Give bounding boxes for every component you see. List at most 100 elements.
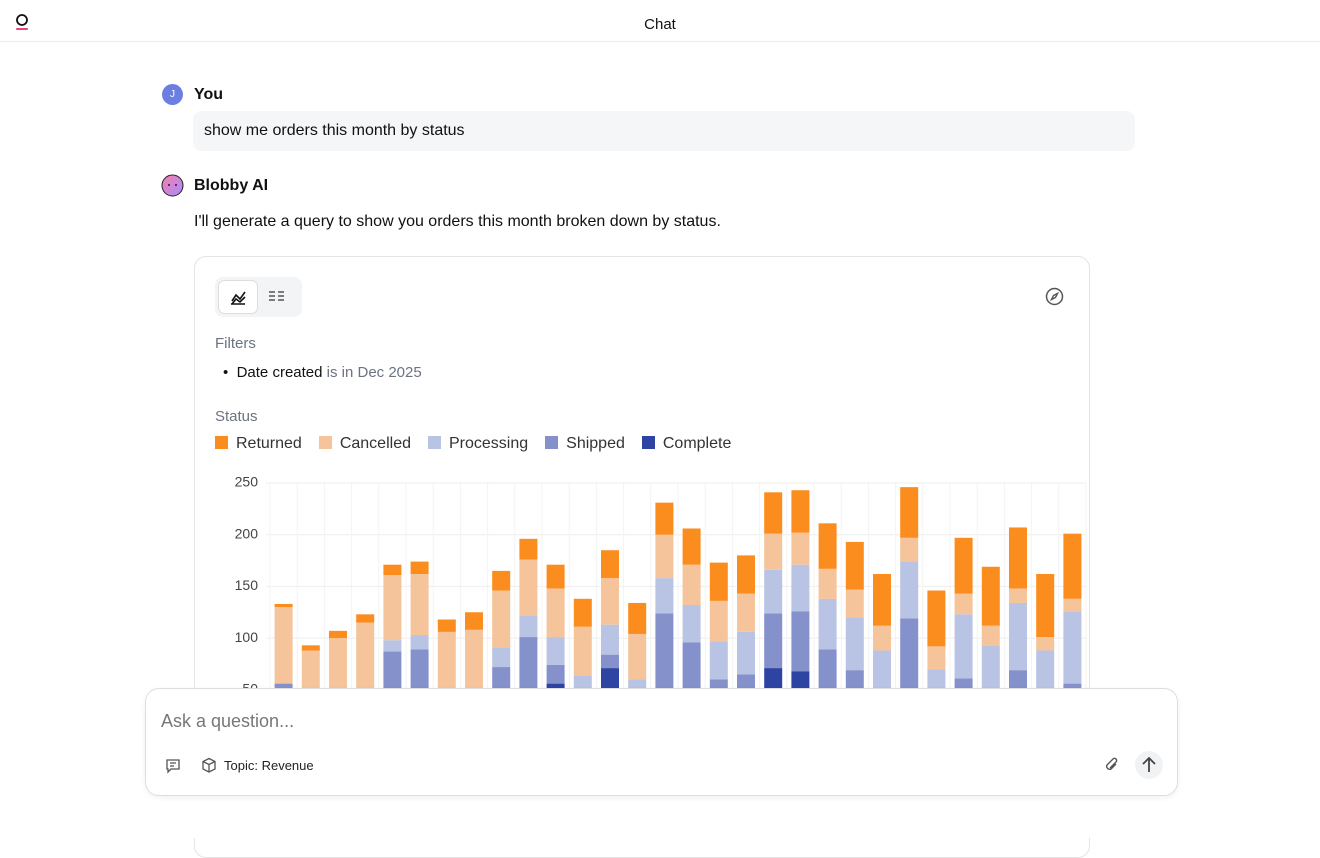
bar-segment [1063,683,1082,689]
bar-segment [465,629,483,689]
legend-item[interactable]: Processing [427,435,529,453]
bar-segment [546,637,565,665]
chart-view-button[interactable] [218,280,258,314]
send-button[interactable] [1134,750,1164,780]
bar-segment [410,573,429,635]
bar-segment [709,679,728,689]
bar-segment [954,593,973,615]
bar-segment [410,561,429,574]
user-avatar: J [162,84,183,105]
bar-segment [1036,650,1055,689]
bar-segment [601,624,619,655]
y-tick-label: 200 [235,525,259,541]
bar-segment [601,578,619,625]
bar-segment [764,668,783,689]
attach-button[interactable] [1104,756,1120,774]
bar-segment [1009,670,1027,689]
bar-segment [383,564,402,576]
legend-item[interactable]: Complete [641,435,732,453]
legend-label: Processing [448,435,529,452]
bar-segment [1036,573,1055,638]
question-input[interactable]: Ask a question... [161,711,295,731]
bar-segment [845,541,864,590]
bar-segment [954,537,973,594]
bar-segment [492,590,511,648]
legend-label: Complete [662,435,732,452]
bar-segment [764,492,783,534]
bar-segment [628,633,647,680]
bar-segment [383,640,402,652]
bar-segment [410,634,429,650]
bar-segment [737,555,755,594]
bar-segment [628,602,647,634]
bar-segment [954,614,973,679]
bar-segment [356,614,375,623]
bar-segment [601,668,619,689]
bar-segment [601,550,619,579]
topic-selector[interactable]: Topic: Revenue [224,758,314,773]
legend-title: Status [215,408,258,425]
table-view-button[interactable] [268,290,286,304]
bar-segment [1063,611,1082,684]
new-chat-icon[interactable] [165,758,181,774]
y-tick-label: 250 [235,474,259,490]
legend-item[interactable]: Cancelled [318,435,411,453]
bar-segment [764,569,783,614]
bar-segment [329,630,347,639]
bar-segment [764,613,783,669]
message-author: You [194,86,224,103]
bar-segment [900,487,919,538]
bar-segment [791,532,810,565]
bar-segment [791,611,810,672]
bar-segment [546,564,565,589]
bar-segment [546,664,565,684]
filters-label: Filters [215,335,256,352]
bar-segment [845,589,864,618]
bar-segment [791,564,810,612]
topic-icon[interactable] [201,757,217,774]
logo[interactable] [14,12,30,32]
bar-segment [818,649,837,689]
bar-segment [927,669,946,689]
bar-segment [383,575,402,641]
bar-segment [301,645,320,651]
view-toggle [215,277,302,317]
bar-segment [737,631,755,675]
legend-label: Shipped [566,435,625,452]
legend-label: Cancelled [339,435,411,452]
bar-segment [274,607,293,684]
bar-segment [873,650,891,689]
legend-swatch [318,436,332,449]
bar-segment [274,603,293,608]
bar-segment [628,679,647,689]
filter-field: Date created [236,364,323,381]
legend-item[interactable]: Returned [215,435,302,453]
bar-segment [546,683,565,689]
bar-segment [764,533,783,570]
bar-segment [274,683,293,689]
ai-avatar [161,174,184,197]
bar-segment [655,534,674,579]
bar-segment [573,598,592,627]
legend: Returned Cancelled Processing Shipped Comple… [215,435,731,453]
bar-segment [981,566,1000,626]
explore-button[interactable] [1045,287,1064,306]
top-bar: Chat [0,0,1320,42]
bar-segment [492,647,511,668]
bar-segment [546,588,565,638]
bar-segment [329,638,347,689]
bar-segment [791,671,810,689]
legend-item[interactable]: Shipped [545,435,625,453]
bar-segment [519,615,538,638]
bar-segment [900,537,919,562]
bar-segment [818,568,837,599]
bar-segment [437,631,456,689]
bar-segment [573,675,592,689]
message-author: Blobby AI [194,177,269,194]
bar-segment [655,578,674,614]
ai-message: I'll generate a query to show you orders… [194,213,721,230]
bar-segment [682,564,701,606]
y-tick-label: 100 [235,629,259,645]
bar-segment [1009,602,1027,671]
